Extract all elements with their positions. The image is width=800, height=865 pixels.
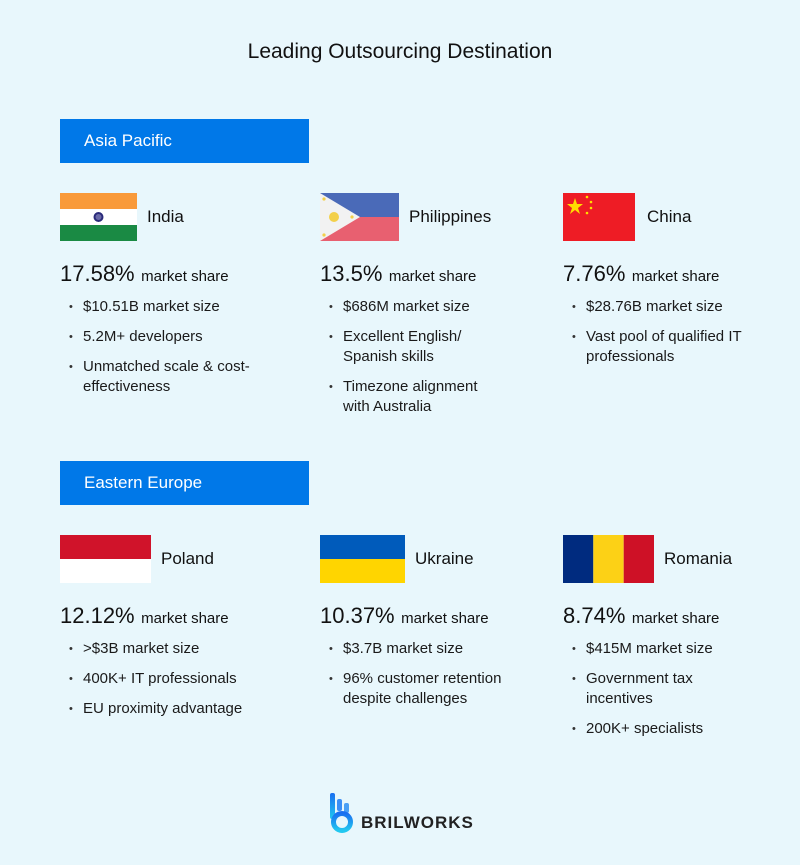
- country-card-poland: Poland 12.12% market share >$3B market s…: [60, 535, 290, 729]
- list-item: Government tax incentives: [563, 669, 723, 709]
- list-item: EU proximity advantage: [60, 699, 260, 719]
- list-item: $10.51B market size: [60, 297, 260, 317]
- country-card-philippines: Philippines 13.5% market share $686M mar…: [320, 193, 550, 427]
- country-card-china: China 7.76% market share $28.76B market …: [563, 193, 793, 377]
- list-item: Excellent English/ Spanish skills: [320, 327, 475, 367]
- market-share: 17.58% market share: [60, 261, 290, 287]
- market-share: 12.12% market share: [60, 603, 290, 629]
- fact-list: $686M market size Excellent English/ Spa…: [320, 297, 550, 417]
- country-card-india: India 17.58% market share $10.51B market…: [60, 193, 290, 407]
- brilworks-logo: BRILWORKS: [329, 793, 474, 838]
- fact-list: >$3B market size 400K+ IT professionals …: [60, 639, 290, 719]
- list-item: Vast pool of qualified IT professionals: [563, 327, 743, 367]
- china-flag-icon: [563, 193, 635, 241]
- market-share-label: market share: [388, 268, 477, 285]
- list-item: >$3B market size: [60, 639, 260, 659]
- market-share: 13.5% market share: [320, 261, 550, 287]
- philippines-flag-icon: [320, 193, 399, 241]
- country-name: Romania: [664, 549, 733, 568]
- fact-list: $28.76B market size Vast pool of qualifi…: [563, 297, 793, 367]
- country-card-ukraine: Ukraine 10.37% market share $3.7B market…: [320, 535, 550, 719]
- market-share-value: 8.74%: [563, 603, 626, 628]
- romania-flag-icon: [563, 535, 654, 583]
- list-item: $686M market size: [320, 297, 520, 317]
- list-item: $3.7B market size: [320, 639, 520, 659]
- list-item: 96% customer retention despite challenge…: [320, 669, 530, 709]
- list-item: $28.76B market size: [563, 297, 763, 317]
- market-share: 7.76% market share: [563, 261, 793, 287]
- list-item: 200K+ specialists: [563, 719, 763, 739]
- country-name: Poland: [161, 549, 214, 568]
- country-name: China: [647, 207, 692, 226]
- brilworks-logo-text: BRILWORKS: [361, 812, 474, 832]
- fact-list: $3.7B market size 96% customer retention…: [320, 639, 550, 709]
- country-name: Philippines: [409, 207, 492, 226]
- list-item: $415M market size: [563, 639, 763, 659]
- market-share-value: 12.12%: [60, 603, 135, 628]
- market-share-label: market share: [141, 610, 229, 627]
- page-title: Leading Outsourcing Destination: [247, 40, 553, 63]
- list-item: 5.2M+ developers: [60, 327, 260, 347]
- market-share: 8.74% market share: [563, 603, 793, 629]
- market-share-value: 17.58%: [60, 261, 135, 286]
- list-item: Unmatched scale & cost-effectiveness: [60, 357, 260, 397]
- region-banner-eastern-europe: Eastern Europe: [60, 461, 309, 505]
- market-share-value: 7.76%: [563, 261, 626, 286]
- list-item: Timezone alignment with Australia: [320, 377, 495, 417]
- poland-flag-icon: [60, 535, 151, 583]
- brilworks-logo-icon: [329, 793, 355, 838]
- ukraine-flag-icon: [320, 535, 405, 583]
- country-name: Ukraine: [415, 549, 474, 568]
- region-banner-asia-pacific: Asia Pacific: [60, 119, 309, 163]
- country-card-romania: Romania 8.74% market share $415M market …: [563, 535, 793, 749]
- market-share-label: market share: [631, 610, 720, 627]
- country-name: India: [147, 207, 184, 226]
- market-share-label: market share: [401, 610, 489, 627]
- market-share-value: 13.5%: [320, 261, 383, 286]
- market-share-value: 10.37%: [320, 603, 395, 628]
- market-share-label: market share: [141, 268, 229, 285]
- india-flag-icon: [60, 193, 137, 241]
- fact-list: $415M market size Government tax incenti…: [563, 639, 793, 739]
- market-share: 10.37% market share: [320, 603, 550, 629]
- list-item: 400K+ IT professionals: [60, 669, 260, 689]
- market-share-label: market share: [631, 268, 720, 285]
- fact-list: $10.51B market size 5.2M+ developers Unm…: [60, 297, 290, 397]
